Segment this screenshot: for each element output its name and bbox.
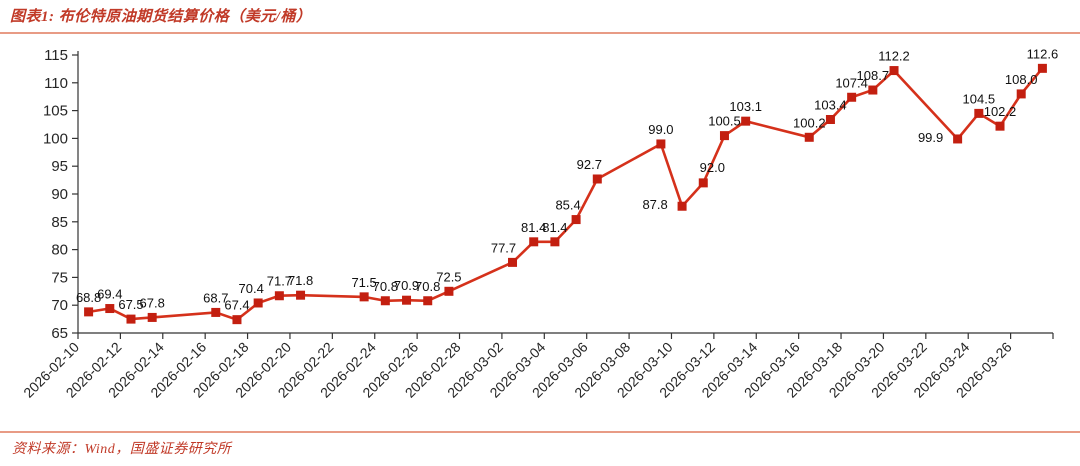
point-labels: 68.869.467.567.8 68.767.4 70.4 71.771.8 71.5… [76, 46, 1058, 312]
price-line [88, 67, 1044, 322]
point-label: 69.4 [97, 287, 122, 302]
point-label: 85.4 [555, 198, 580, 213]
axes [77, 51, 1053, 334]
y-tick-label: 65 [51, 325, 68, 342]
title-separator [0, 32, 1080, 34]
price-marker [889, 66, 899, 76]
point-label: 68.7 [203, 290, 228, 305]
point-label: 67.5 [118, 297, 143, 312]
price-marker [995, 121, 1005, 131]
point-label: 71.7 [267, 274, 292, 289]
point-label: 77.7 [491, 240, 516, 255]
point-label: 99.9 [918, 130, 943, 145]
price-marker [847, 92, 857, 102]
point-label: 112.6 [1027, 46, 1059, 61]
price-marker [698, 178, 708, 188]
price-marker [274, 291, 284, 301]
price-marker [296, 290, 306, 300]
point-label: 107.4 [835, 75, 868, 90]
price-marker [656, 139, 666, 149]
x-axis: 2026-02-102026-02-122026-02-142026-02-16… [20, 333, 1054, 401]
point-label: 92.0 [700, 160, 725, 175]
point-label: 87.8 [642, 197, 667, 212]
price-marker [211, 307, 221, 317]
price-marker [804, 132, 814, 142]
price-marker [868, 85, 878, 95]
source-note: 资料来源：Wind，国盛证券研究所 [12, 442, 232, 457]
point-label: 108.7 [857, 68, 890, 83]
price-marker [402, 295, 412, 305]
price-markers [84, 63, 1047, 325]
point-label: 71.5 [351, 275, 376, 290]
price-marker [380, 296, 390, 306]
point-label: 81.4 [542, 220, 567, 235]
point-label: 100.5 [708, 114, 741, 129]
price-marker [677, 201, 687, 211]
point-label: 112.2 [878, 49, 910, 64]
point-label: 68.8 [76, 290, 101, 305]
price-marker [444, 286, 454, 296]
price-marker [592, 174, 602, 184]
price-marker [550, 237, 560, 247]
point-label: 67.4 [224, 298, 249, 313]
price-marker [359, 292, 369, 302]
point-label: 81.4 [521, 220, 546, 235]
footer-separator [0, 431, 1080, 433]
y-tick-label: 80 [51, 242, 68, 259]
point-label: 100.2 [793, 115, 826, 130]
price-marker [105, 304, 115, 314]
y-tick-label: 75 [51, 269, 68, 286]
price-marker [508, 257, 518, 267]
price-marker [1016, 89, 1026, 99]
point-label: 70.4 [239, 281, 264, 296]
price-marker [571, 215, 581, 225]
chart-title: 图表1: 布伦特原油期货结算价格（美元/桶） [10, 9, 312, 25]
price-marker [147, 312, 157, 322]
point-label: 103.4 [814, 98, 847, 113]
price-marker [741, 116, 751, 126]
y-tick-label: 115 [44, 47, 68, 64]
point-label: 102.2 [984, 104, 1017, 119]
price-marker [423, 296, 433, 306]
price-marker [253, 298, 263, 308]
point-label: 72.5 [436, 269, 461, 284]
point-label: 67.8 [140, 295, 165, 310]
point-label: 70.9 [394, 278, 419, 293]
y-tick-label: 85 [51, 214, 68, 231]
price-marker [232, 315, 242, 325]
point-label: 99.0 [648, 122, 673, 137]
y-tick-label: 95 [51, 158, 68, 175]
y-axis: 65 70 75 80 85 90 95 100 105 110 115 [43, 47, 78, 342]
point-label: 104.5 [963, 91, 996, 106]
brent-price-line-chart: 65 70 75 80 85 90 95 100 105 110 115 2026-02-102026… [20, 46, 1058, 401]
price-marker [1037, 63, 1047, 73]
y-tick-label: 90 [51, 186, 68, 203]
point-label: 70.8 [415, 279, 440, 294]
price-marker [126, 314, 136, 324]
y-tick-label: 100 [43, 130, 68, 147]
y-tick-label: 110 [44, 75, 68, 92]
y-tick-label: 105 [43, 103, 68, 120]
point-label: 92.7 [577, 157, 602, 172]
price-marker [719, 131, 729, 141]
point-label: 70.8 [373, 279, 398, 294]
price-marker [825, 114, 835, 124]
price-marker [84, 307, 94, 317]
point-label: 103.1 [729, 99, 762, 114]
y-tick-label: 70 [51, 297, 68, 314]
price-marker [953, 134, 963, 144]
price-marker [974, 108, 984, 118]
price-marker [529, 237, 539, 247]
point-label: 71.8 [288, 273, 313, 288]
point-label: 108.0 [1005, 72, 1038, 87]
